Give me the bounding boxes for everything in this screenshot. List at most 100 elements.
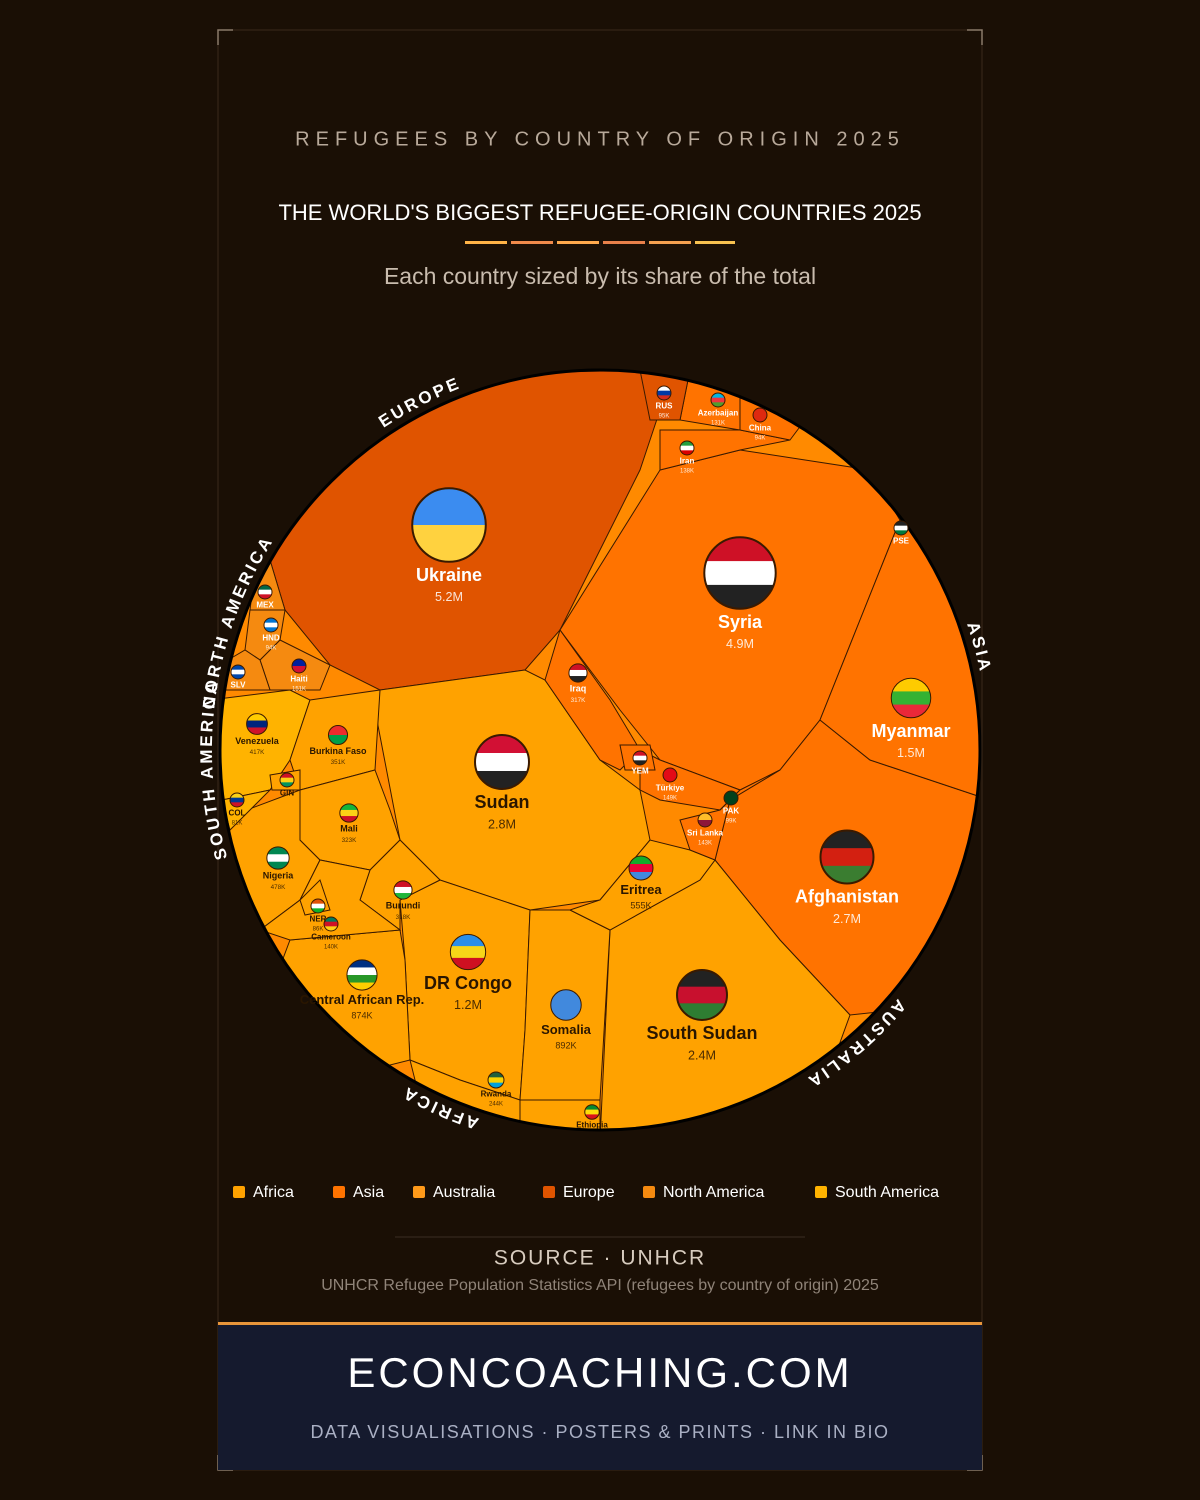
country-value: 2.7M: [833, 912, 861, 926]
country-value: 4.9M: [726, 637, 754, 651]
flag-badge: [258, 585, 272, 599]
flag-ring: [752, 407, 768, 423]
flag-stripe: [704, 584, 776, 609]
country-name: Somalia: [541, 1022, 592, 1037]
flag-badge: [657, 386, 671, 400]
flag-ring: [697, 812, 713, 828]
flag-badge: [246, 713, 268, 735]
legend-label: Europe: [563, 1184, 615, 1201]
brand: ECONCOACHING.COM: [347, 1349, 852, 1396]
country-value: 351K: [331, 759, 347, 766]
country-value: 143K: [698, 841, 712, 847]
flag-stripe: [550, 989, 582, 1021]
flag-stripe: [724, 791, 738, 805]
flag-ring: [266, 846, 290, 870]
legend-swatch: [233, 1186, 245, 1198]
country-value: 892K: [555, 1041, 576, 1051]
flag-badge: [568, 663, 588, 683]
country-name: HND: [262, 634, 280, 643]
underline-segment: [511, 241, 553, 244]
flag-stripe: [704, 561, 776, 586]
flag-ring: [662, 767, 678, 783]
flag-badge: [230, 793, 244, 807]
corner-brackets: [217, 29, 983, 1471]
flag-badge: [711, 393, 725, 407]
country-name: Venezuela: [235, 736, 280, 746]
flag-stripe: [488, 1077, 504, 1084]
flag-stripe: [584, 1114, 600, 1120]
country-name: Nigeria: [263, 871, 295, 881]
country-name: Rwanda: [481, 1089, 512, 1098]
flag-badge: [698, 813, 712, 827]
flag-ring: [230, 664, 246, 680]
flag-stripe: [475, 753, 529, 772]
flag-stripe: [628, 872, 654, 881]
flag-badge: [231, 665, 245, 679]
country-name: Sudan: [474, 792, 529, 812]
flag-stripe: [677, 986, 727, 1004]
flag-stripe: [280, 773, 294, 779]
flag-badge: [346, 959, 378, 991]
flag-stripe: [450, 934, 486, 947]
flag-stripe: [633, 760, 647, 765]
flag-stripe: [266, 846, 290, 855]
country-name: PAK: [723, 807, 740, 816]
flag-stripe: [230, 793, 244, 799]
country-name: Sri Lanka: [687, 829, 724, 838]
flag-badge: [311, 899, 325, 913]
country-value: 94K: [266, 646, 277, 652]
flag-stripe: [264, 618, 278, 624]
flag-stripe: [339, 803, 359, 811]
flag-stripe: [328, 735, 348, 745]
flag-stripe: [266, 861, 290, 870]
country-value: 81K: [232, 821, 243, 827]
country-value: 318K: [396, 914, 412, 921]
flag-ring: [257, 584, 273, 600]
source-detail: UNHCR Refugee Population Statistics API …: [321, 1277, 879, 1294]
flag-stripe: [450, 946, 486, 959]
legend-label: Asia: [353, 1184, 384, 1201]
flag-stripe: [393, 886, 413, 894]
flag-stripe: [346, 982, 378, 991]
underline-segment: [649, 241, 691, 244]
country-name: South Sudan: [647, 1023, 758, 1043]
flag-stripe: [711, 393, 725, 399]
country-value: 138K: [680, 469, 694, 475]
flag-stripe: [324, 926, 338, 931]
footer-band: [218, 1325, 982, 1470]
country-name: Türkiye: [656, 784, 685, 793]
country-value: 149K: [663, 796, 677, 802]
flag-ring: [656, 385, 672, 401]
flag-badge: [280, 773, 294, 787]
flag-badge: [680, 441, 694, 455]
flag-stripe: [698, 813, 712, 821]
flag-stripe: [346, 975, 378, 984]
country-name: PSE: [893, 537, 910, 546]
flag-stripe: [488, 1082, 504, 1088]
flag-badge: [753, 408, 767, 422]
flag-badge: [488, 1072, 504, 1088]
country-name: Cameroon: [311, 933, 351, 942]
flag-stripe: [680, 445, 694, 451]
country-name: MEX: [256, 601, 274, 610]
country-name: Syria: [718, 612, 763, 632]
flag-stripe: [292, 666, 306, 673]
flag-stripe: [891, 678, 931, 692]
legend-label: North America: [663, 1184, 764, 1201]
flag-stripe: [311, 903, 325, 909]
flag-stripe: [891, 704, 931, 718]
country-value: 1.5M: [897, 746, 925, 760]
source-title: SOURCE · UNHCR: [494, 1247, 706, 1270]
country-name: China: [749, 424, 772, 433]
flag-badge: [339, 803, 359, 823]
flag-ring: [679, 440, 695, 456]
country-value: 555K: [630, 900, 651, 910]
flag-ring: [263, 617, 279, 633]
country-cell: [568, 839, 716, 931]
flag-stripe: [894, 521, 908, 527]
flag-ring: [584, 1104, 600, 1120]
country-name: Afghanistan: [795, 887, 899, 907]
flag-ring: [632, 750, 648, 766]
country-name: Iraq: [570, 684, 587, 694]
